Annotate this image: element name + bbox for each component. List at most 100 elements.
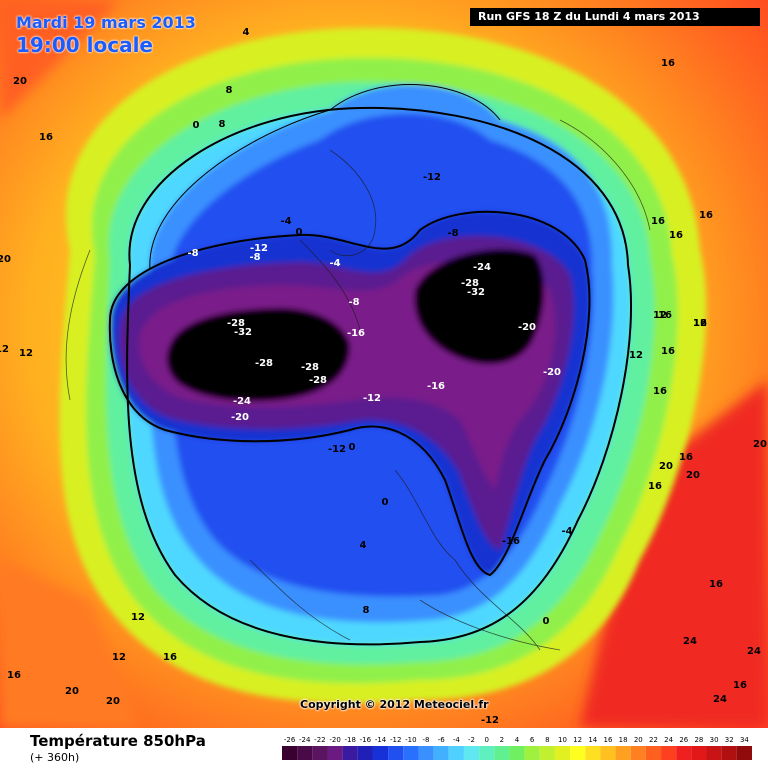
forecast-hour: (+ 360h) xyxy=(30,751,80,764)
isotherm-label: 12 xyxy=(629,350,643,361)
legend-color-swatch xyxy=(494,746,510,760)
isotherm-label: 12 xyxy=(112,652,126,663)
isotherm-label: 12 xyxy=(693,318,707,329)
isotherm-label: 16 xyxy=(653,386,667,397)
isotherm-label: 16 xyxy=(699,210,713,221)
legend-tick-label: 4 xyxy=(515,736,520,744)
legend-tick-label: -12 xyxy=(390,736,401,744)
isotherm-label: -24 xyxy=(233,396,251,407)
coastlines xyxy=(65,119,651,651)
legend-color-swatch xyxy=(403,746,419,760)
isotherm-label: 24 xyxy=(713,694,727,705)
isotherm-label: 12 xyxy=(653,310,667,321)
isotherm-label: -12 xyxy=(363,393,381,404)
legend-tick-label: -26 xyxy=(284,736,296,744)
legend-tick-label: 0 xyxy=(484,736,488,744)
legend-tick-label: 14 xyxy=(588,736,597,744)
color-scale-legend: -26 -24 -22 -20 -18 -16 -14 -12 -10 -8 -6 -4 -2 0 2 4 6 8… xyxy=(282,736,752,760)
isotherm-label: 8 xyxy=(219,119,226,130)
legend-tick-label: -8 xyxy=(423,736,430,744)
legend-tick-label: 6 xyxy=(530,736,535,744)
legend-color-swatch xyxy=(645,746,662,760)
isotherm-label: -16 xyxy=(427,381,445,392)
isotherm-label: 20 xyxy=(659,461,673,472)
isotherm-label: -20 xyxy=(543,367,561,378)
isotherm-label: 16 xyxy=(733,680,747,691)
isotherm-label: 4 xyxy=(243,27,250,38)
legend-color-swatch xyxy=(357,746,373,760)
legend-tick-label: 32 xyxy=(725,736,734,744)
isotherm-label: -16 xyxy=(502,536,520,547)
isotherm-label: 24 xyxy=(747,646,761,657)
isotherm-label: -12 xyxy=(250,243,268,254)
forecast-time: 19:00 locale xyxy=(16,33,153,57)
isotherm-label: 16 xyxy=(679,452,693,463)
legend-tick-label: 10 xyxy=(558,736,567,744)
isotherm-label: 4 xyxy=(360,540,367,551)
legend-color-swatch xyxy=(433,746,449,760)
temperature-bands xyxy=(59,27,707,704)
isotherm-label: -8 xyxy=(187,248,198,259)
legend-color-swatch xyxy=(509,746,525,760)
isotherm-label: -32 xyxy=(234,327,252,338)
legend-tick-label: -20 xyxy=(329,736,340,744)
isotherm-label: -24 xyxy=(473,262,491,273)
legend-color-swatch xyxy=(600,746,616,760)
legend-tick-label: 20 xyxy=(634,736,643,744)
legend-color-swatch xyxy=(585,746,601,760)
legend-tick-label: -10 xyxy=(405,736,416,744)
legend-color-swatch xyxy=(524,746,540,760)
legend-color-swatch xyxy=(448,746,464,760)
legend-tick-label: 22 xyxy=(649,736,658,744)
isotherm-label: 20 xyxy=(65,686,79,697)
isotherm-label: 0 xyxy=(382,497,389,508)
legend-color-swatch xyxy=(297,746,313,760)
isotherm-label: 20 xyxy=(13,76,27,87)
isotherm-label: -4 xyxy=(280,216,291,227)
isotherm-label: 16 xyxy=(648,481,662,492)
isotherm-label: 20 xyxy=(0,254,11,265)
isotherm-label: -12 xyxy=(328,444,346,455)
legend-color-swatch xyxy=(418,746,434,760)
isotherm-label: -28 xyxy=(461,278,479,289)
copyright-text: Copyright © 2012 Meteociel.fr xyxy=(300,698,489,711)
legend-tick-label: -6 xyxy=(438,736,446,744)
legend-tick-label: -22 xyxy=(314,736,325,744)
isotherm-label: -28 xyxy=(309,375,327,386)
isotherm-label: 16 xyxy=(669,230,683,241)
legend-color-swatch xyxy=(327,746,343,760)
run-info: Run GFS 18 Z du Lundi 4 mars 2013 xyxy=(470,8,760,26)
legend-color-swatch xyxy=(479,746,495,760)
isotherm-label: -28 xyxy=(301,362,319,373)
legend-tick-label: 2 xyxy=(500,736,504,744)
legend-color-swatch xyxy=(630,746,646,760)
legend-tick-label: -18 xyxy=(345,736,356,744)
isotherm-label: -28 xyxy=(227,318,245,329)
legend-color-swatch xyxy=(721,746,737,760)
legend-tick-label: 30 xyxy=(710,736,719,744)
legend-tick-label: 16 xyxy=(604,736,613,744)
legend-color-swatch xyxy=(570,746,586,760)
isotherm-label: 16 xyxy=(661,58,675,69)
legend-tick-label: 24 xyxy=(664,736,673,744)
isotherm-label: -12 xyxy=(481,715,499,726)
legend-tick-label: -2 xyxy=(468,736,475,744)
isotherm-label: -28 xyxy=(255,358,273,369)
warm-region-southeast xyxy=(580,380,768,728)
isotherm-label: -32 xyxy=(467,287,485,298)
legend-tick-label: 34 xyxy=(740,736,749,744)
legend-color-swatch xyxy=(661,746,677,760)
legend-color-swatch xyxy=(372,746,389,760)
isotherm-label: 12 xyxy=(0,344,9,355)
legend-color-swatch xyxy=(539,746,555,760)
isotherm-label: 16 xyxy=(709,579,723,590)
isotherm-label: -8 xyxy=(447,228,458,239)
legend-tick-label: -4 xyxy=(453,736,461,744)
isotherm-label: 20 xyxy=(753,439,767,450)
isotherm-label: 24 xyxy=(683,636,697,647)
isotherm-label: -16 xyxy=(347,328,365,339)
isotherm-label: 8 xyxy=(226,85,233,96)
isotherm-label: -4 xyxy=(561,526,572,537)
